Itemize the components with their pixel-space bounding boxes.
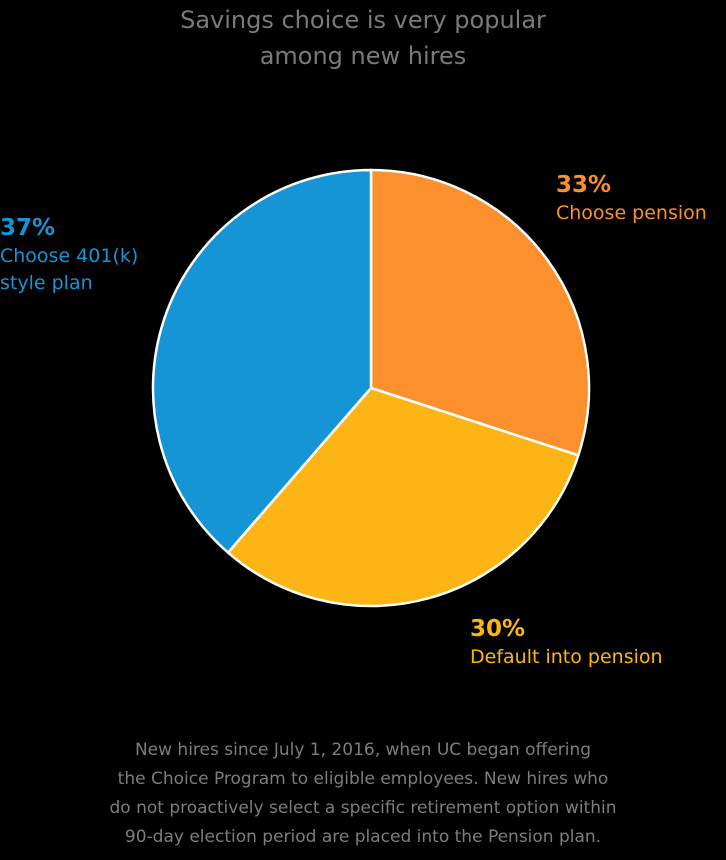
label-choose-pension-line1: Choose pension [556, 202, 707, 224]
label-default-pension: 30% Default into pension [470, 614, 663, 671]
footnote: New hires since July 1, 2016, when UC be… [0, 736, 726, 852]
chart-title-line2: among new hires [259, 42, 467, 70]
chart-title: Savings choice is very popular among new… [0, 2, 726, 74]
label-choose-401k-pct: 37% [0, 215, 56, 241]
label-choose-pension-pct: 33% [556, 172, 612, 198]
footnote-line3: do not proactively select a specific ret… [109, 798, 617, 818]
slice-default-pension [226, 386, 580, 608]
label-choose-401k: 37% Choose 401(k) style plan [0, 213, 138, 297]
footnote-line1: New hires since July 1, 2016, when UC be… [134, 740, 592, 760]
chart-title-line1: Savings choice is very popular [180, 6, 546, 34]
label-choose-401k-line1: Choose 401(k) [0, 245, 139, 267]
label-choose-pension: 33% Choose pension [556, 170, 707, 227]
slice-choose-401k [151, 168, 373, 554]
label-default-pension-pct: 30% [470, 616, 526, 642]
label-choose-401k-line2: style plan [0, 272, 93, 294]
slice-choose-pension [369, 168, 591, 457]
footnote-line2: the Choice Program to eligible employees… [117, 769, 609, 789]
footnote-line4: 90-day election period are placed into t… [124, 827, 602, 847]
label-default-pension-line1: Default into pension [470, 646, 663, 668]
